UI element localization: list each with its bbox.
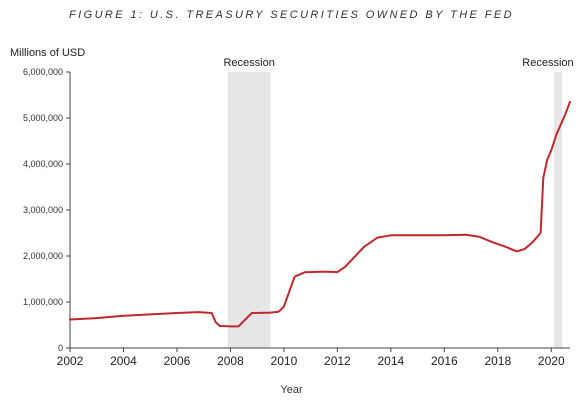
y-tick-label: 2,000,000: [23, 251, 63, 261]
y-tick-label: 3,000,000: [23, 205, 63, 215]
y-tick-label: 6,000,000: [23, 67, 63, 77]
chart-title: FIGURE 1: U.S. TREASURY SECURITIES OWNED…: [69, 9, 514, 21]
y-tick-label: 5,000,000: [23, 113, 63, 123]
x-tick-label: 2004: [110, 354, 137, 368]
recession-shade-1: [227, 72, 271, 348]
y-tick-label: 1,000,000: [23, 297, 63, 307]
x-tick-label: 2006: [164, 354, 191, 368]
x-tick-label: 2020: [538, 354, 565, 368]
x-tick-label: 2014: [378, 354, 405, 368]
recession-shade-2: [553, 72, 562, 348]
recession-label-1: Recession: [223, 57, 274, 69]
x-axis-label: Year: [280, 384, 303, 396]
x-tick-label: 2018: [484, 354, 511, 368]
y-axis-label: Millions of USD: [10, 47, 86, 59]
recession-label-2: Recession: [522, 57, 573, 69]
y-tick-label: 0: [58, 343, 63, 353]
x-tick-label: 2010: [271, 354, 298, 368]
x-tick-label: 2016: [431, 354, 458, 368]
x-tick-label: 2008: [217, 354, 244, 368]
x-tick-label: 2002: [57, 354, 84, 368]
y-tick-label: 4,000,000: [23, 159, 63, 169]
x-tick-label: 2012: [324, 354, 351, 368]
treasury-holdings-line: [69, 100, 571, 328]
